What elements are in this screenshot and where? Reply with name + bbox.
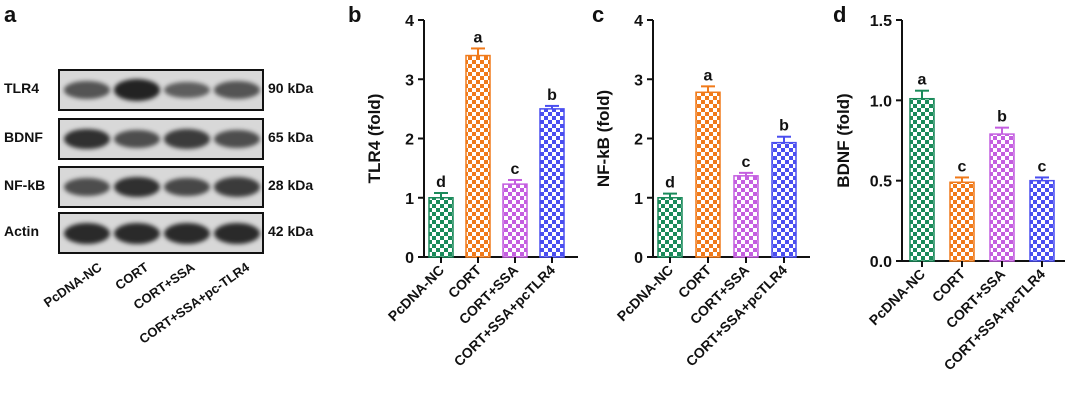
y-axis-label: TLR4 (fold) xyxy=(365,94,384,184)
bar xyxy=(502,183,528,258)
blot-band xyxy=(214,81,260,99)
bar xyxy=(695,91,721,258)
significance-letter: c xyxy=(958,158,967,175)
blot-strip xyxy=(58,69,264,111)
y-tick-label: 1 xyxy=(405,191,414,208)
blot-band xyxy=(114,130,160,148)
significance-letter: c xyxy=(1038,158,1047,175)
blot-protein-label: TLR4 xyxy=(4,80,39,96)
panel-letter-a: a xyxy=(4,2,17,27)
blot-band xyxy=(64,81,110,99)
blot-protein-label: Actin xyxy=(4,223,39,239)
y-tick-label: 0 xyxy=(405,250,414,267)
y-tick-label: 1.0 xyxy=(870,93,892,110)
y-tick-label: 2 xyxy=(634,132,643,149)
y-tick-label: 3 xyxy=(634,72,643,89)
significance-letter: b xyxy=(997,109,1007,126)
blot-band xyxy=(164,129,210,149)
panel-letter-b: b xyxy=(348,2,362,27)
y-tick-label: 3 xyxy=(405,72,414,89)
panel-letter-c: c xyxy=(592,2,605,27)
blot-band xyxy=(214,177,260,197)
y-tick-label: 0 xyxy=(634,250,643,267)
blot-band xyxy=(164,177,210,197)
y-tick-label: 1.5 xyxy=(870,13,892,30)
blot-band xyxy=(164,81,210,99)
y-tick-label: 0.0 xyxy=(870,254,892,271)
bar xyxy=(465,54,491,258)
blot-band xyxy=(114,176,160,198)
y-axis-label: NF-kB (fold) xyxy=(594,90,613,187)
blot-kda-label: 65 kDa xyxy=(268,129,314,145)
significance-letter: a xyxy=(474,29,483,46)
x-tick-label: PcDNA-NC xyxy=(866,266,928,328)
blot-protein-label: NF-kB xyxy=(4,177,46,193)
significance-letter: b xyxy=(779,118,789,135)
bar xyxy=(909,97,935,262)
blot-kda-label: 28 kDa xyxy=(268,177,314,193)
blot-band xyxy=(114,79,160,101)
y-tick-label: 0.5 xyxy=(870,174,892,191)
y-tick-label: 1 xyxy=(634,191,643,208)
x-tick-label: PcDNA-NC xyxy=(614,262,676,324)
bar xyxy=(428,197,454,258)
bar xyxy=(1029,179,1055,262)
blot-band xyxy=(164,222,210,244)
y-tick-label: 2 xyxy=(405,132,414,149)
blot-band xyxy=(214,222,260,244)
bar xyxy=(989,133,1015,262)
blot-strip xyxy=(58,166,264,208)
y-tick-label: 4 xyxy=(634,13,643,30)
blot-lane-label: PcDNA-NC xyxy=(40,259,105,311)
bar xyxy=(771,141,797,258)
significance-letter: d xyxy=(436,174,446,191)
panel-letter-d: d xyxy=(833,2,847,27)
bar xyxy=(949,181,975,262)
blot-protein-label: BDNF xyxy=(4,129,43,145)
significance-letter: b xyxy=(547,87,557,104)
bar xyxy=(657,197,683,258)
significance-letter: d xyxy=(665,175,675,192)
y-tick-label: 4 xyxy=(405,13,414,30)
blot-band xyxy=(64,222,110,244)
blot-band xyxy=(214,130,260,148)
significance-letter: a xyxy=(704,67,713,84)
significance-letter: c xyxy=(511,161,520,178)
significance-letter: c xyxy=(742,154,751,171)
blot-lane-label: CORT xyxy=(112,259,152,293)
significance-letter: a xyxy=(918,72,927,89)
x-tick-label: PcDNA-NC xyxy=(385,262,447,324)
blot-kda-label: 90 kDa xyxy=(268,80,314,96)
y-axis-label: BDNF (fold) xyxy=(834,93,853,187)
blot-band xyxy=(64,128,110,150)
bar xyxy=(539,108,565,258)
blot-strip xyxy=(58,212,264,254)
blot-strip xyxy=(58,118,264,160)
blot-band xyxy=(64,178,110,196)
blot-band xyxy=(114,222,160,244)
bar xyxy=(733,175,759,258)
blot-kda-label: 42 kDa xyxy=(268,223,314,239)
